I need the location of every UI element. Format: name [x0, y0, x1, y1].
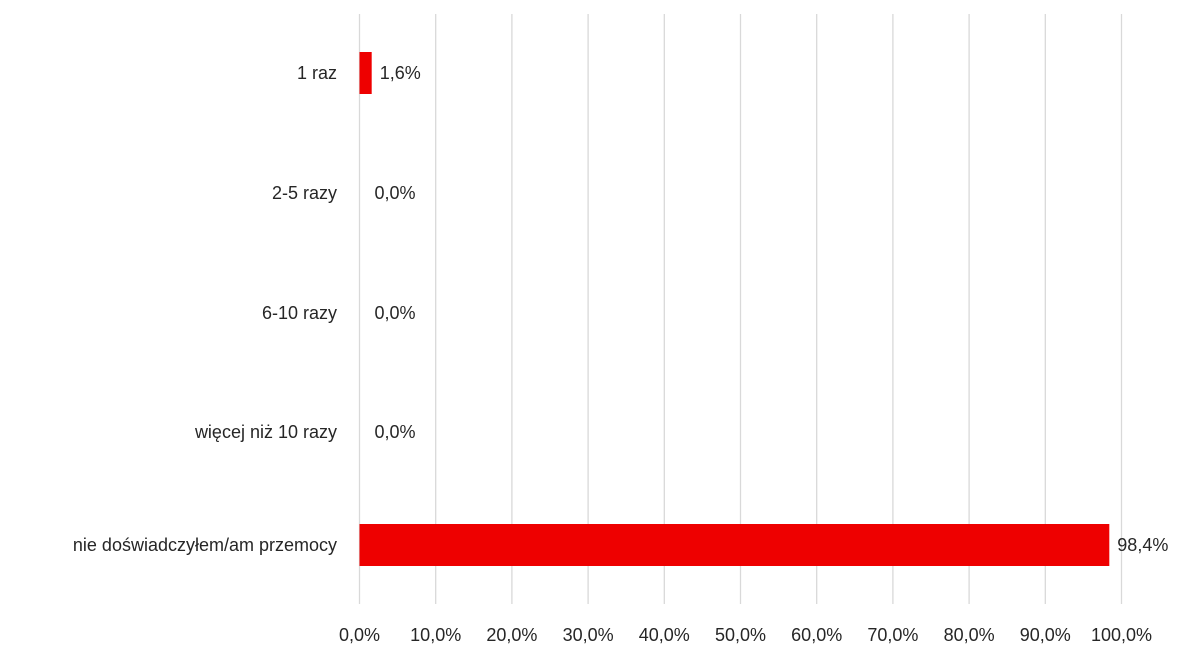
- bar: [359, 52, 372, 94]
- category-label: 1 raz: [297, 63, 337, 83]
- x-tick-label: 40,0%: [639, 625, 690, 645]
- gridlines: [358, 14, 1123, 604]
- bar: [359, 524, 1110, 566]
- x-tick-label: 0,0%: [339, 625, 380, 645]
- x-tick-label: 10,0%: [410, 625, 461, 645]
- data-label: 0,0%: [375, 183, 416, 203]
- data-label: 0,0%: [375, 422, 416, 442]
- x-tick-label: 70,0%: [867, 625, 918, 645]
- category-labels: 1 raz 2-5 razy 6-10 razy więcej niż 10 razy…: [73, 63, 337, 555]
- x-tick-label: 20,0%: [486, 625, 537, 645]
- category-label: 2-5 razy: [272, 183, 337, 203]
- x-axis-tick-labels: 0,0% 10,0% 20,0% 30,0% 40,0% 50,0% 60,0% 70,0% 8…: [339, 625, 1152, 645]
- x-tick-label: 60,0%: [791, 625, 842, 645]
- x-tick-label: 30,0%: [563, 625, 614, 645]
- x-tick-label: 90,0%: [1020, 625, 1071, 645]
- category-label: więcej niż 10 razy: [194, 422, 337, 442]
- x-tick-label: 50,0%: [715, 625, 766, 645]
- data-labels: 1,6% 0,0% 0,0% 0,0% 98,4%: [375, 63, 1169, 555]
- bars: [359, 52, 1110, 566]
- data-label: 0,0%: [375, 303, 416, 323]
- data-label: 1,6%: [380, 63, 421, 83]
- x-tick-label: 100,0%: [1091, 625, 1152, 645]
- category-label: nie doświadczyłem/am przemocy: [73, 535, 337, 555]
- data-label: 98,4%: [1117, 535, 1168, 555]
- x-tick-label: 80,0%: [944, 625, 995, 645]
- category-label: 6-10 razy: [262, 303, 337, 323]
